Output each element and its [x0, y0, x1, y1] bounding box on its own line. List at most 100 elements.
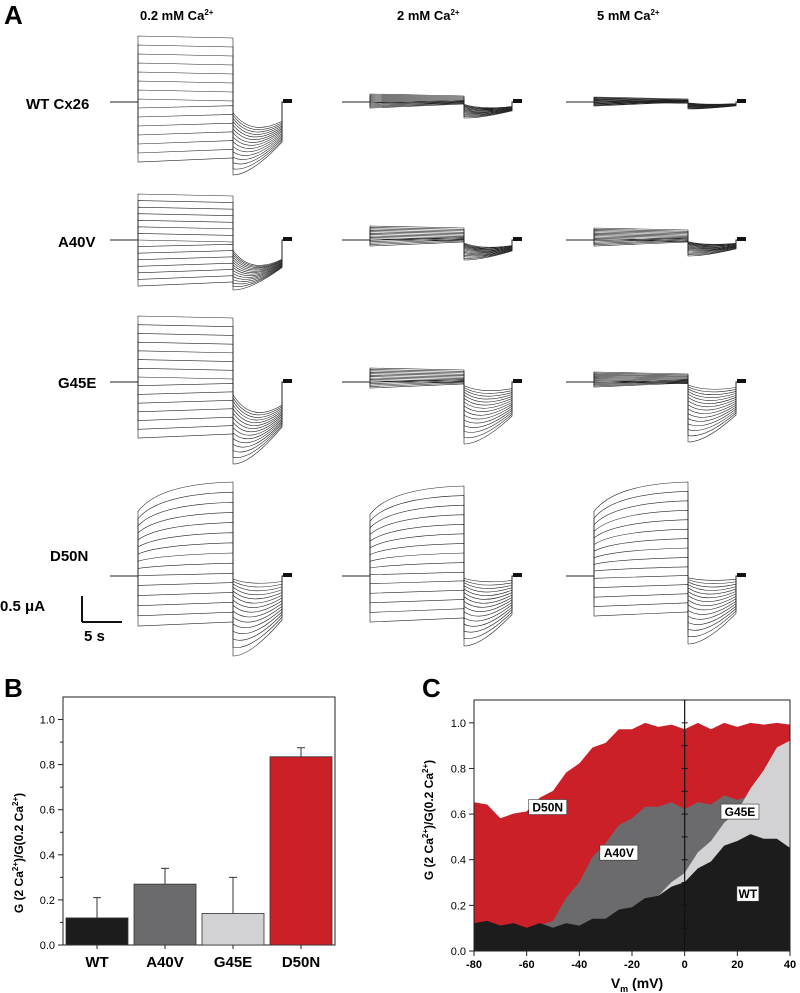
trace-set-r1-c0	[110, 193, 292, 291]
panel-label-b: B	[4, 673, 23, 703]
trace-set-r1-c1	[342, 225, 522, 261]
trace-end-marker	[513, 573, 522, 577]
trace	[566, 381, 746, 437]
trace	[566, 381, 746, 418]
area-xtick-label: 40	[784, 959, 796, 971]
series-label-text: WT	[739, 887, 758, 901]
trace	[110, 226, 292, 272]
trace	[566, 547, 746, 606]
bar-ytick-label: 0.0	[40, 940, 55, 952]
trace	[110, 101, 292, 176]
trace	[342, 370, 522, 397]
area-xtick-label: -20	[624, 959, 640, 971]
trace-set-r2-c0	[110, 315, 292, 465]
panel-label-c: C	[422, 673, 441, 703]
bar-ytick-label: 0.8	[40, 760, 55, 772]
trace	[110, 367, 292, 429]
trace	[110, 575, 292, 657]
trace	[110, 381, 292, 440]
trace-end-marker	[513, 379, 522, 383]
trace	[566, 538, 746, 602]
trace	[566, 519, 746, 595]
trace-set-r1-c2	[566, 227, 746, 257]
trace-end-marker	[283, 573, 292, 577]
trace	[566, 101, 746, 110]
trace	[566, 575, 746, 620]
trace	[342, 374, 522, 406]
trace	[110, 381, 292, 436]
trace-set-r3-c1	[342, 485, 522, 647]
area-chart-areas	[474, 722, 790, 951]
trace	[566, 239, 746, 257]
area-xtick-label: -80	[466, 959, 482, 971]
trace	[342, 523, 522, 596]
trace	[110, 552, 292, 613]
bar-chart-bars: WT A40V G45E D50N	[65, 747, 333, 971]
trace	[342, 381, 522, 445]
area-ytick-label: 0.8	[451, 763, 466, 775]
trace	[566, 566, 746, 615]
area-xtick-label: -40	[571, 959, 587, 971]
trace	[566, 380, 746, 427]
trace	[110, 501, 292, 592]
trace	[342, 575, 522, 647]
trace	[342, 227, 522, 249]
trace-end-marker	[737, 99, 746, 103]
series-label-d50n: D50N	[528, 799, 568, 815]
area-xtick-label: 20	[731, 959, 743, 971]
trace	[110, 98, 292, 146]
trace	[342, 543, 522, 604]
trace	[566, 500, 746, 588]
trace	[110, 512, 292, 596]
trace	[110, 53, 292, 133]
trace	[342, 225, 522, 248]
trace	[342, 504, 522, 589]
series-label-box	[599, 844, 639, 861]
trace	[110, 542, 292, 608]
trace-end-marker	[283, 99, 292, 103]
row-label-g45e: G45E	[58, 375, 96, 392]
trace	[110, 575, 292, 634]
bar-ytick-label: 0.2	[40, 895, 55, 907]
scale-time-label: 5 s	[84, 628, 105, 645]
trace	[110, 381, 292, 465]
trace	[110, 381, 292, 458]
trace	[110, 101, 292, 160]
trace-set-r0-c1	[342, 93, 522, 119]
trace	[110, 239, 292, 282]
trace	[110, 491, 292, 588]
area-chart-axes: 0.0 0.2 0.4 0.6 0.8 1.0 -80 -60 -40 -20 0 20 40	[451, 699, 796, 971]
bar-ytick-label: 0.4	[40, 850, 55, 862]
trace	[110, 80, 292, 140]
panel-c: C 0.0 0.2 0.4 0.6 0.8 1.0 -80 -60 -40 -20 0 20 40 D5…	[421, 673, 796, 993]
bar-category-label: D50N	[282, 954, 320, 971]
area-ytick-label: 0.2	[451, 900, 466, 912]
bar-rect	[269, 756, 333, 946]
row-label-d50n: D50N	[50, 548, 88, 565]
current-traces	[110, 35, 746, 657]
series-label-text: D50N	[532, 801, 563, 815]
trace-set-r0-c2	[566, 96, 746, 110]
trace-end-marker	[283, 379, 292, 383]
trace	[342, 239, 522, 261]
series-label-g45e: G45E	[720, 803, 760, 820]
bar-category-label: WT	[85, 954, 108, 971]
area-ytick-label: 0.0	[451, 946, 466, 958]
trace	[566, 557, 746, 611]
trace	[566, 491, 746, 584]
trace	[342, 376, 522, 409]
bar-chart-frame	[62, 696, 336, 946]
trace	[566, 381, 746, 431]
trace	[110, 89, 292, 143]
trace	[342, 571, 522, 617]
series-label-text: G45E	[725, 805, 756, 819]
trace	[342, 380, 522, 420]
trace	[342, 485, 522, 583]
trace	[342, 575, 522, 627]
trace	[110, 381, 292, 443]
trace	[110, 532, 292, 604]
bar-category-label: G45E	[214, 954, 252, 971]
trace	[110, 35, 292, 128]
trace-set-r3-c2	[566, 481, 746, 645]
